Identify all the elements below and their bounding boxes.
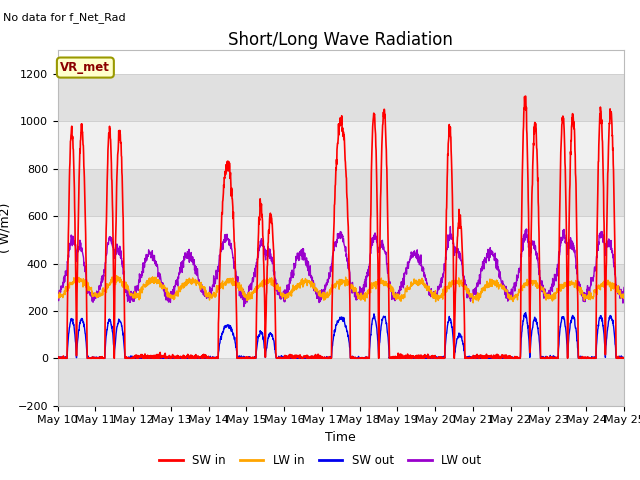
Bar [58,121,624,169]
X-axis label: Time: Time [325,431,356,444]
Bar [58,264,624,311]
Legend: SW in, LW in, SW out, LW out: SW in, LW in, SW out, LW out [154,449,486,472]
Y-axis label: ( W/m2): ( W/m2) [0,203,12,253]
Text: No data for f_Net_Rad: No data for f_Net_Rad [3,12,126,23]
Bar [58,169,624,216]
Bar [58,216,624,264]
Bar [58,358,624,406]
Bar [58,311,624,358]
Text: VR_met: VR_met [60,61,110,74]
Title: Short/Long Wave Radiation: Short/Long Wave Radiation [228,31,453,49]
Bar [58,74,624,121]
